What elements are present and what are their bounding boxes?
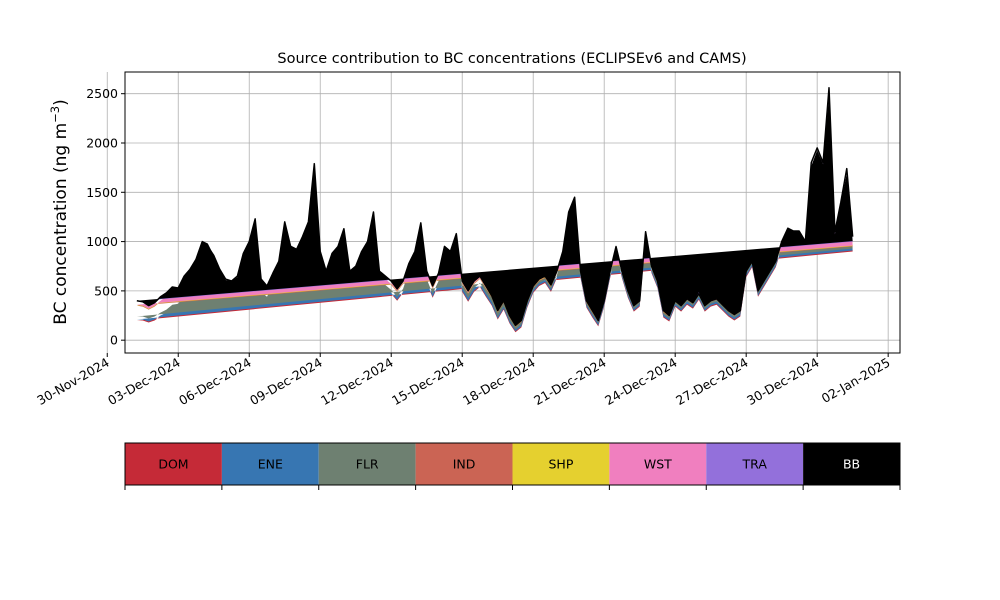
plot-frame <box>124 71 901 354</box>
legend-swatch-ind <box>415 443 513 485</box>
x-tick-label: 09-Dec-2024 <box>247 355 325 408</box>
legend-swatch-dom <box>125 443 222 485</box>
y-tick-label: 0 <box>110 333 118 348</box>
y-tick-label: 500 <box>94 283 118 298</box>
legend-swatch-wst <box>609 443 707 485</box>
x-tick-label: 30-Nov-2024 <box>34 355 112 408</box>
y-tick-label: 2500 <box>86 86 118 101</box>
y-axis-label-superscript: −3 <box>48 106 62 123</box>
color-legend: DOM ENE FLR IND SHP WST TRA BB <box>124 442 901 490</box>
stacked-areas <box>136 96 853 333</box>
y-tick-label: 1000 <box>86 234 118 249</box>
y-axis-label-close: ) <box>51 99 71 106</box>
x-axis: 30-Nov-202403-Dec-202406-Dec-202409-Dec-… <box>34 353 893 408</box>
area-bb <box>136 96 853 325</box>
legend-label-ind: IND <box>453 457 476 472</box>
x-tick-label: 24-Dec-2024 <box>602 355 680 408</box>
x-tick-label: 06-Dec-2024 <box>176 355 254 408</box>
x-tick-label: 27-Dec-2024 <box>673 355 751 408</box>
y-tick-label: 2000 <box>86 135 118 150</box>
y-axis-label: BC concentration (ng m−3) <box>48 99 71 325</box>
legend-label-wst: WST <box>644 457 672 472</box>
x-tick-label: 15-Dec-2024 <box>389 355 467 408</box>
legend-label-dom: DOM <box>158 457 188 472</box>
legend-label-bb: BB <box>843 457 860 472</box>
legend-label-flr: FLR <box>356 457 379 472</box>
legend-swatch-flr <box>318 443 416 485</box>
legend-label-ene: ENE <box>258 457 283 472</box>
legend-swatch-tra <box>706 443 804 485</box>
x-tick-label: 12-Dec-2024 <box>318 355 396 408</box>
legend-swatch-ene <box>221 443 319 485</box>
chart-title: Source contribution to BC concentrations… <box>277 51 746 67</box>
total-line <box>136 87 854 327</box>
x-tick-label: 03-Dec-2024 <box>105 355 183 408</box>
y-axis-label-text: BC concentration (ng m <box>51 123 71 325</box>
legend-swatch-shp <box>512 443 610 485</box>
y-axis: 0 500 1000 1500 2000 2500 <box>86 86 125 348</box>
total-line-layer <box>136 87 854 327</box>
legend-label-shp: SHP <box>549 457 574 472</box>
y-tick-label: 1500 <box>86 185 118 200</box>
x-tick-label: 30-Dec-2024 <box>744 355 822 408</box>
x-tick-label: 18-Dec-2024 <box>460 355 538 408</box>
legend-swatch-bb <box>803 443 900 485</box>
x-tick-label: 02-Jan-2025 <box>819 355 893 406</box>
legend-label-tra: TRA <box>742 457 768 472</box>
x-tick-label: 21-Dec-2024 <box>531 355 609 408</box>
